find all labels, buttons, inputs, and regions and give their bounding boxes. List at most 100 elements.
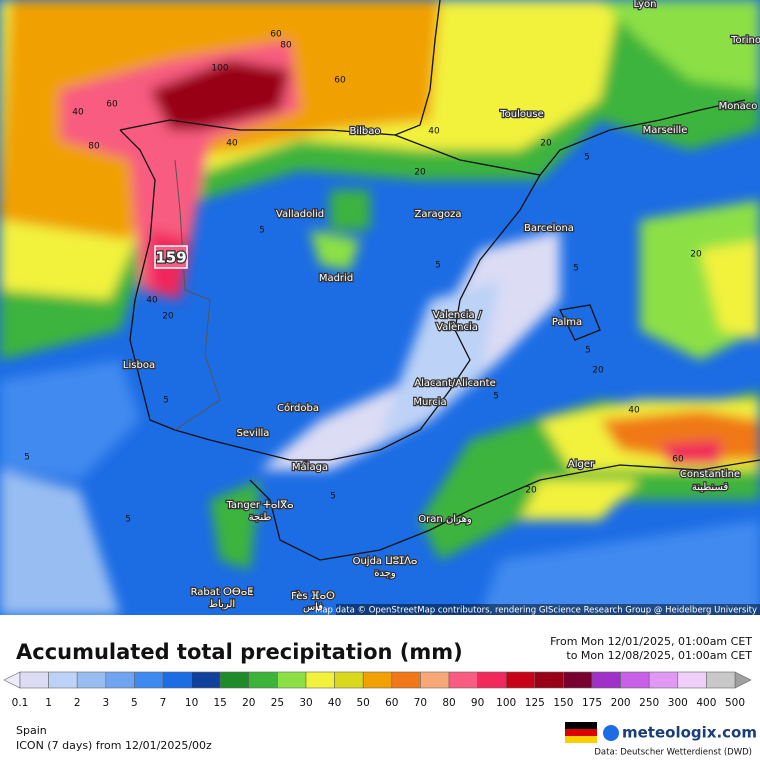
legend-swatch <box>277 671 307 689</box>
legend-label: 40 <box>328 697 341 709</box>
legend-swatch <box>248 671 278 689</box>
legend-swatch <box>620 671 650 689</box>
legend-label: 80 <box>442 697 455 709</box>
place-label: Córdoba <box>277 402 319 414</box>
legend-label: 250 <box>639 697 659 709</box>
legend-label: 10 <box>185 697 198 709</box>
place-label: Madrid <box>319 273 353 284</box>
flag <box>565 722 597 743</box>
place-label: Oran وهران <box>418 514 472 525</box>
contour-label: 5 <box>163 396 169 406</box>
place-label: طنجة <box>249 512 272 523</box>
legend-label: 1 <box>45 697 52 709</box>
contour-label: 80 <box>280 41 292 51</box>
max-marker: 159 <box>154 245 188 269</box>
place-label: Málaga <box>292 461 328 473</box>
place-label: قسنطينة <box>692 482 729 493</box>
place-label: Constantine <box>680 469 740 480</box>
precip-field <box>0 0 760 615</box>
legend-swatch <box>134 671 164 689</box>
color-legend: 0.1 1 2 3 5 7 10 15 20 25 30 40 50 60 70 80 90 100 125 150 1… <box>3 671 752 709</box>
legend-label: 70 <box>414 697 427 709</box>
contour-label: 20 <box>540 139 552 149</box>
place-label: Rabat ⵔⴱⴰⵟ <box>191 587 254 598</box>
place-label: Barcelona <box>524 223 574 234</box>
model-run: ICON (7 days) from 12/01/2025/00z <box>16 739 212 752</box>
legend-label: 0.1 <box>12 697 29 709</box>
brand-logo <box>603 725 619 741</box>
legend-label: 3 <box>102 697 109 709</box>
legend-label: 125 <box>525 697 545 709</box>
place-label: Torino <box>730 35 760 46</box>
legend-label: 5 <box>131 697 138 709</box>
legend-label: 25 <box>271 697 284 709</box>
legend-label: 400 <box>696 697 716 709</box>
legend-label: 2 <box>74 697 81 709</box>
legend-swatch <box>448 671 478 689</box>
contour-label: 20 <box>525 486 537 496</box>
contour-label: 40 <box>72 108 84 118</box>
place-label: Valencia / <box>433 310 482 321</box>
place-label: Alacant/Alicante <box>414 378 495 389</box>
place-labels: Lyon Torino Monaco Marseille Toulouse Bilbao Z… <box>122 0 760 614</box>
legend-swatch <box>162 671 192 689</box>
legend-swatch <box>105 671 135 689</box>
legend-label: 30 <box>299 697 312 709</box>
contour-label: 60 <box>106 100 118 110</box>
attribution: Map data © OpenStreetMap contributors, r… <box>315 606 757 616</box>
contour-label: 60 <box>334 76 346 86</box>
period-from: From Mon 12/01/2025, 01:00am CET <box>550 635 752 648</box>
place-label: Tanger ⵜⴰⵏⴳⴰ <box>225 500 293 511</box>
place-label: Toulouse <box>499 109 543 120</box>
contour-label: 40 <box>226 139 238 149</box>
legend-swatch <box>706 671 736 689</box>
region: Spain <box>16 724 47 737</box>
legend-swatch <box>19 671 49 689</box>
legend-label: 15 <box>214 697 227 709</box>
contour-label: 60 <box>672 455 684 465</box>
legend-label: 50 <box>357 697 370 709</box>
place-label: وجدة <box>374 568 396 579</box>
legend-label: 200 <box>611 697 631 709</box>
legend-swatch <box>648 671 679 689</box>
contour-label: 20 <box>690 250 702 260</box>
place-label: Sevilla <box>237 428 270 439</box>
contour-label: 20 <box>162 312 174 322</box>
contour-label: 60 <box>270 30 282 40</box>
contour-label: 5 <box>573 264 579 274</box>
legend-label: 300 <box>668 697 688 709</box>
brand[interactable]: meteologix.com <box>622 724 757 742</box>
place-label: Zaragoza <box>414 209 461 220</box>
place-label: فاس <box>303 602 323 613</box>
place-label: Oujda ⵡⵓⵊⴷⴰ <box>353 556 418 567</box>
contour-label: 5 <box>435 261 441 271</box>
borders <box>0 0 760 620</box>
place-label: Lyon <box>633 0 656 10</box>
legend-swatch <box>76 671 107 689</box>
legend-swatch <box>534 671 564 689</box>
data-source: Data: Deutscher Wetterdienst (DWD) <box>594 748 752 758</box>
place-label: Lisboa <box>123 360 155 371</box>
legend-label: 90 <box>471 697 484 709</box>
legend-swatch <box>391 671 421 689</box>
place-label: Murcia <box>413 397 446 408</box>
contour-label: 40 <box>146 296 158 306</box>
place-label: València <box>436 321 478 333</box>
place-label: Valladolid <box>276 209 324 220</box>
legend-label: 150 <box>553 697 573 709</box>
legend-swatch <box>362 671 393 689</box>
contour-label: 5 <box>584 153 590 163</box>
contour-label: 100 <box>211 64 228 74</box>
legend-swatch <box>305 671 335 689</box>
legend-label: 60 <box>385 697 398 709</box>
contour-label: 5 <box>125 515 131 525</box>
place-label: Marseille <box>643 125 688 136</box>
contour-label: 20 <box>414 168 426 178</box>
contour-label: 40 <box>428 127 440 137</box>
legend-swatch <box>563 671 593 689</box>
place-label: Fès ⴼⴰⵙ <box>291 590 335 602</box>
contour-label: 5 <box>585 346 591 356</box>
